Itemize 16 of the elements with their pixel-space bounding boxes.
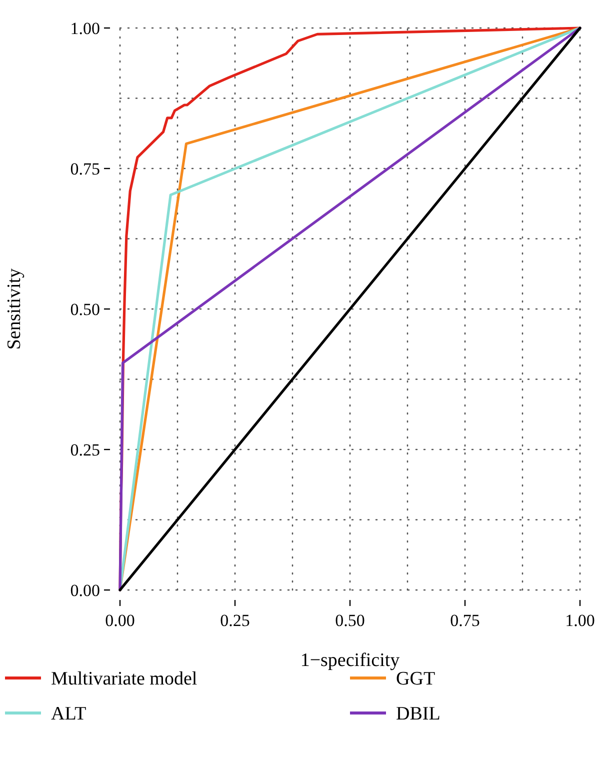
legend-label: Multivariate model xyxy=(51,668,198,690)
y-axis-title: Sensitivity xyxy=(4,268,25,350)
legend-label: ALT xyxy=(51,704,87,725)
y-tick-label: 0.75 xyxy=(70,159,100,178)
x-tick-label: 0.75 xyxy=(450,611,480,630)
y-tick-label: 1.00 xyxy=(70,18,100,38)
y-tick-label: 0.00 xyxy=(70,580,100,600)
x-tick-label: 0.50 xyxy=(335,611,365,630)
y-tick-label: 0.50 xyxy=(70,300,100,319)
legend-label: GGT xyxy=(396,668,436,690)
x-tick-label: 0.00 xyxy=(105,611,135,630)
x-tick-label: 1.00 xyxy=(565,611,595,630)
legend-label: DBIL xyxy=(396,704,440,725)
x-tick-label: 0.25 xyxy=(220,611,250,630)
y-tick-label: 0.25 xyxy=(70,440,100,460)
x-axis-title: 1−specificity xyxy=(300,650,400,671)
